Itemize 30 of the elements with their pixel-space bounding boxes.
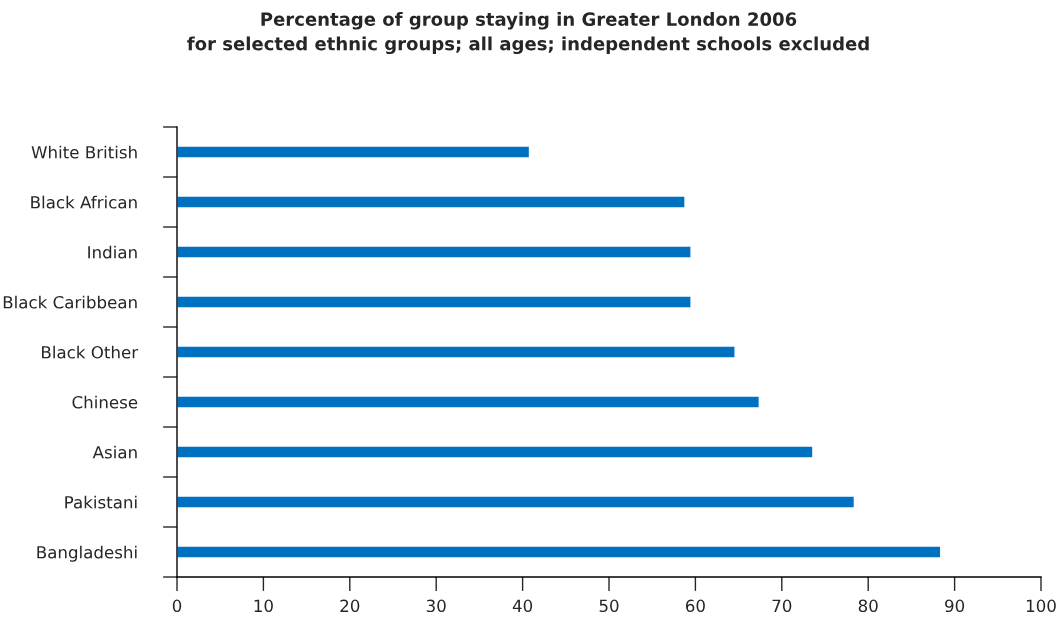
x-tick-label: 50 bbox=[599, 599, 619, 613]
y-tick-label: Bangladeshi bbox=[37, 545, 137, 562]
y-tick-label: Pakistani bbox=[65, 495, 137, 509]
x-tick-label: 60 bbox=[685, 599, 705, 613]
x-tick-label: 70 bbox=[772, 599, 792, 613]
bar bbox=[177, 145, 531, 159]
x-tick-label: 0 bbox=[172, 599, 182, 613]
y-tick-label: Chinese bbox=[72, 395, 138, 409]
bar bbox=[177, 495, 856, 509]
x-tick-label: 100 bbox=[1026, 599, 1056, 613]
x-tick-label: 20 bbox=[340, 599, 360, 613]
x-tick-label: 90 bbox=[945, 599, 965, 613]
y-tick-label: Asian bbox=[92, 445, 137, 459]
bar bbox=[177, 545, 942, 559]
y-tick-label: Indian bbox=[88, 245, 137, 259]
y-tick-label: Black African bbox=[31, 195, 137, 209]
bar bbox=[177, 345, 736, 359]
bar bbox=[177, 395, 761, 409]
y-tick-label: Black Other bbox=[42, 345, 139, 359]
x-tick-label: 80 bbox=[858, 599, 878, 613]
bar bbox=[177, 245, 692, 259]
y-tick-label: White British bbox=[31, 145, 137, 159]
bar bbox=[177, 295, 692, 309]
bar bbox=[177, 195, 686, 209]
x-tick-label: 10 bbox=[254, 599, 273, 613]
x-tick-label: 30 bbox=[426, 599, 446, 613]
bar bbox=[177, 445, 814, 459]
chart-title: Percentage of group staying in Greater London 2006 for selected ethnic groups; all ages; independent schools excluded bbox=[187, 12, 869, 55]
y-tick-label: Black Caribbean bbox=[3, 295, 137, 309]
x-tick-label: 40 bbox=[512, 599, 533, 613]
